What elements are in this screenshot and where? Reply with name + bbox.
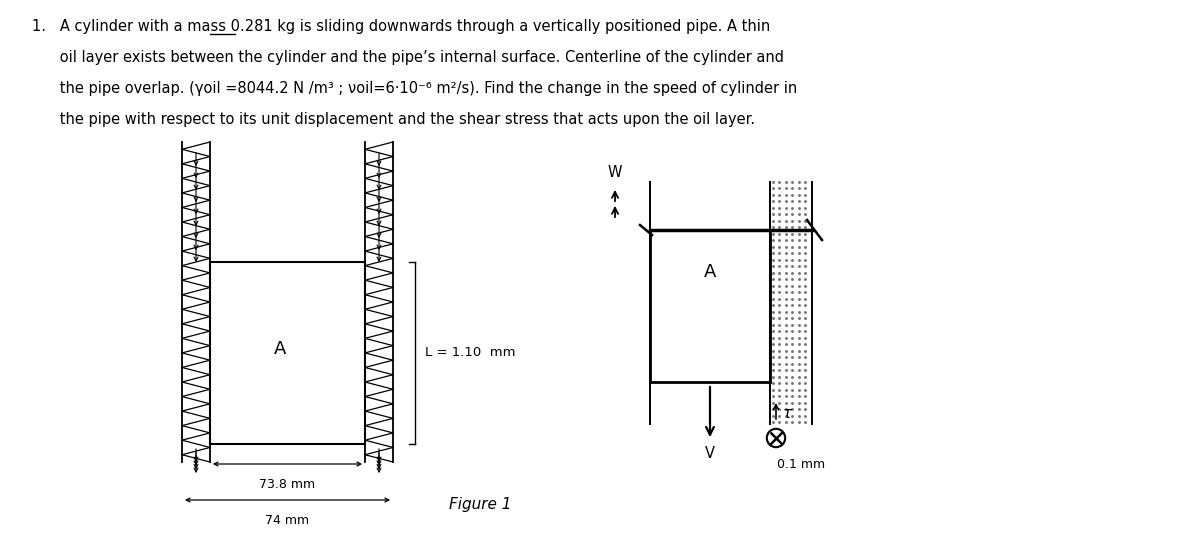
Text: 73.8 mm: 73.8 mm xyxy=(259,478,316,491)
Text: W: W xyxy=(607,165,623,180)
Text: 1.   A cylinder with a mass 0.281 kg is sliding downwards through a vertically p: 1. A cylinder with a mass 0.281 kg is sl… xyxy=(32,19,770,34)
Bar xyxy=(210,262,365,444)
Text: the pipe overlap. (γoil =8044.2 N /m³ ; νoil=6·10⁻⁶ m²/s). Find the change in th: the pipe overlap. (γoil =8044.2 N /m³ ; … xyxy=(32,81,797,96)
Bar xyxy=(650,230,770,382)
Text: L = 1.10  mm: L = 1.10 mm xyxy=(425,346,516,360)
Text: Figure 1: Figure 1 xyxy=(449,496,511,511)
Text: oil layer exists between the cylinder and the pipe’s internal surface. Centerlin: oil layer exists between the cylinder an… xyxy=(32,50,784,65)
Text: $\tau$: $\tau$ xyxy=(782,406,793,420)
Text: A: A xyxy=(704,263,716,281)
Text: 0.1 mm: 0.1 mm xyxy=(776,458,826,471)
Text: A: A xyxy=(274,340,286,358)
Text: V: V xyxy=(706,446,715,461)
Text: the pipe with respect to its unit displacement and the shear stress that acts up: the pipe with respect to its unit displa… xyxy=(32,112,755,127)
Text: 74 mm: 74 mm xyxy=(265,514,310,527)
